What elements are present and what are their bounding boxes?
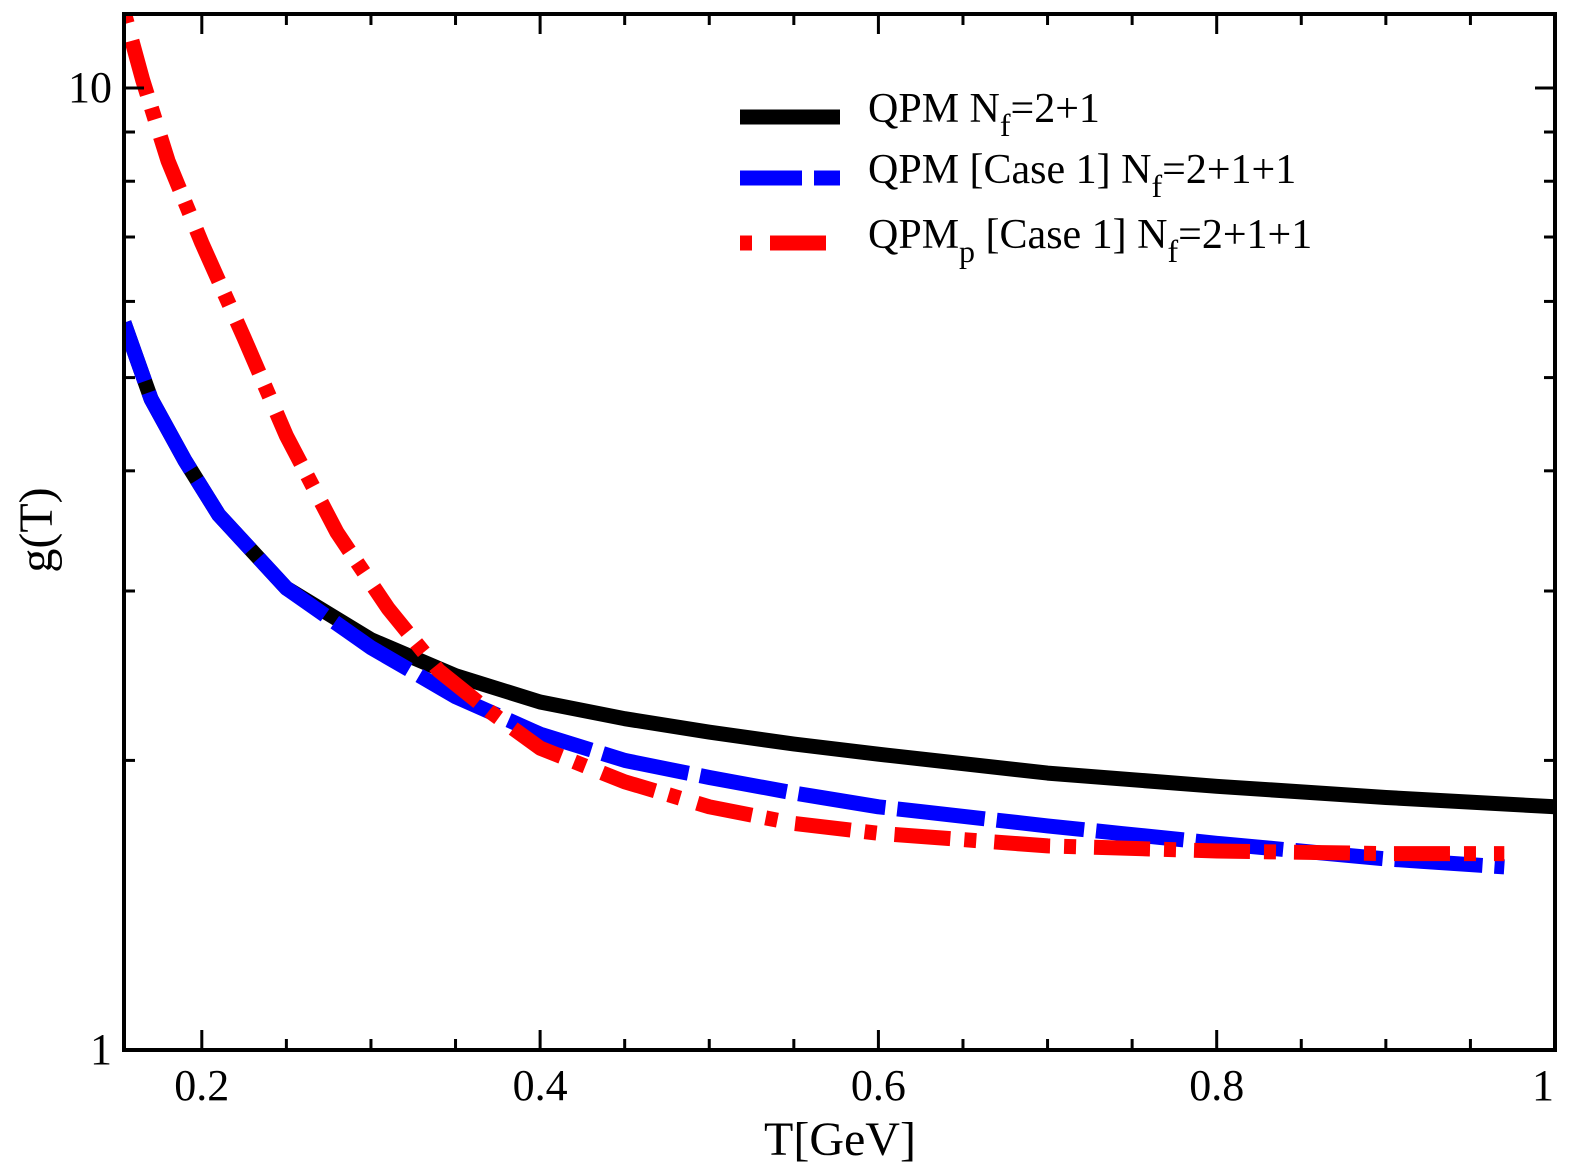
legend-label-qpm-case1: QPM [Case 1] Nf=2+1+1	[868, 147, 1296, 204]
legend-label-qpm-nf21-main: QPM N	[868, 86, 1000, 132]
x-axis-title: T[GeV]	[764, 1113, 916, 1166]
x-tick-label-4: 1	[1532, 1061, 1554, 1110]
legend-label-qpmp-case1-rest: =2+1+1	[1178, 212, 1312, 258]
legend-label-qpm-case1-rest: =2+1+1	[1162, 147, 1296, 193]
tick-labels-layer: 0.2 0.4 0.6 0.8 1 1 10	[68, 63, 1554, 1110]
x-tick-label-2: 0.6	[851, 1061, 906, 1110]
x-tick-label-1: 0.4	[513, 1061, 568, 1110]
legend-label-qpmp-case1-mid: [Case 1] N	[975, 212, 1167, 258]
legend-label-qpmp-case1-sub: f	[1168, 233, 1179, 269]
legend-label-qpmp-case1: QPMp [Case 1] Nf=2+1+1	[868, 212, 1312, 269]
y-tick-label-1: 10	[68, 63, 112, 112]
ticks-layer	[124, 14, 1555, 1050]
series-line-2	[124, 14, 1505, 862]
y-tick-label-0: 1	[90, 1025, 112, 1074]
legend-label-qpm-nf21-rest: =2+1	[1011, 86, 1100, 132]
legend-label-qpm-case1-sub: f	[1151, 168, 1162, 204]
legend-label-qpmp-case1-main: QPM	[868, 212, 959, 258]
plot-frame	[122, 12, 1557, 1052]
series-layer	[124, 14, 1555, 875]
legend-label-qpm-nf21: QPM Nf=2+1	[868, 86, 1100, 143]
legend-label-qpm-case1-main: QPM [Case 1] N	[868, 147, 1151, 193]
legend: QPM Nf=2+1 QPM [Case 1] Nf=2+1+1 QPMp [C…	[740, 86, 1312, 269]
x-tick-label-3: 0.8	[1189, 1061, 1244, 1110]
legend-label-qpmp-case1-subp: p	[959, 233, 975, 269]
x-tick-label-0: 0.2	[174, 1061, 229, 1110]
series-line-1	[124, 320, 1505, 875]
legend-label-qpm-nf21-sub: f	[1000, 107, 1011, 143]
y-axis-title: g(T)	[10, 487, 63, 572]
series-line-0	[124, 320, 1555, 815]
